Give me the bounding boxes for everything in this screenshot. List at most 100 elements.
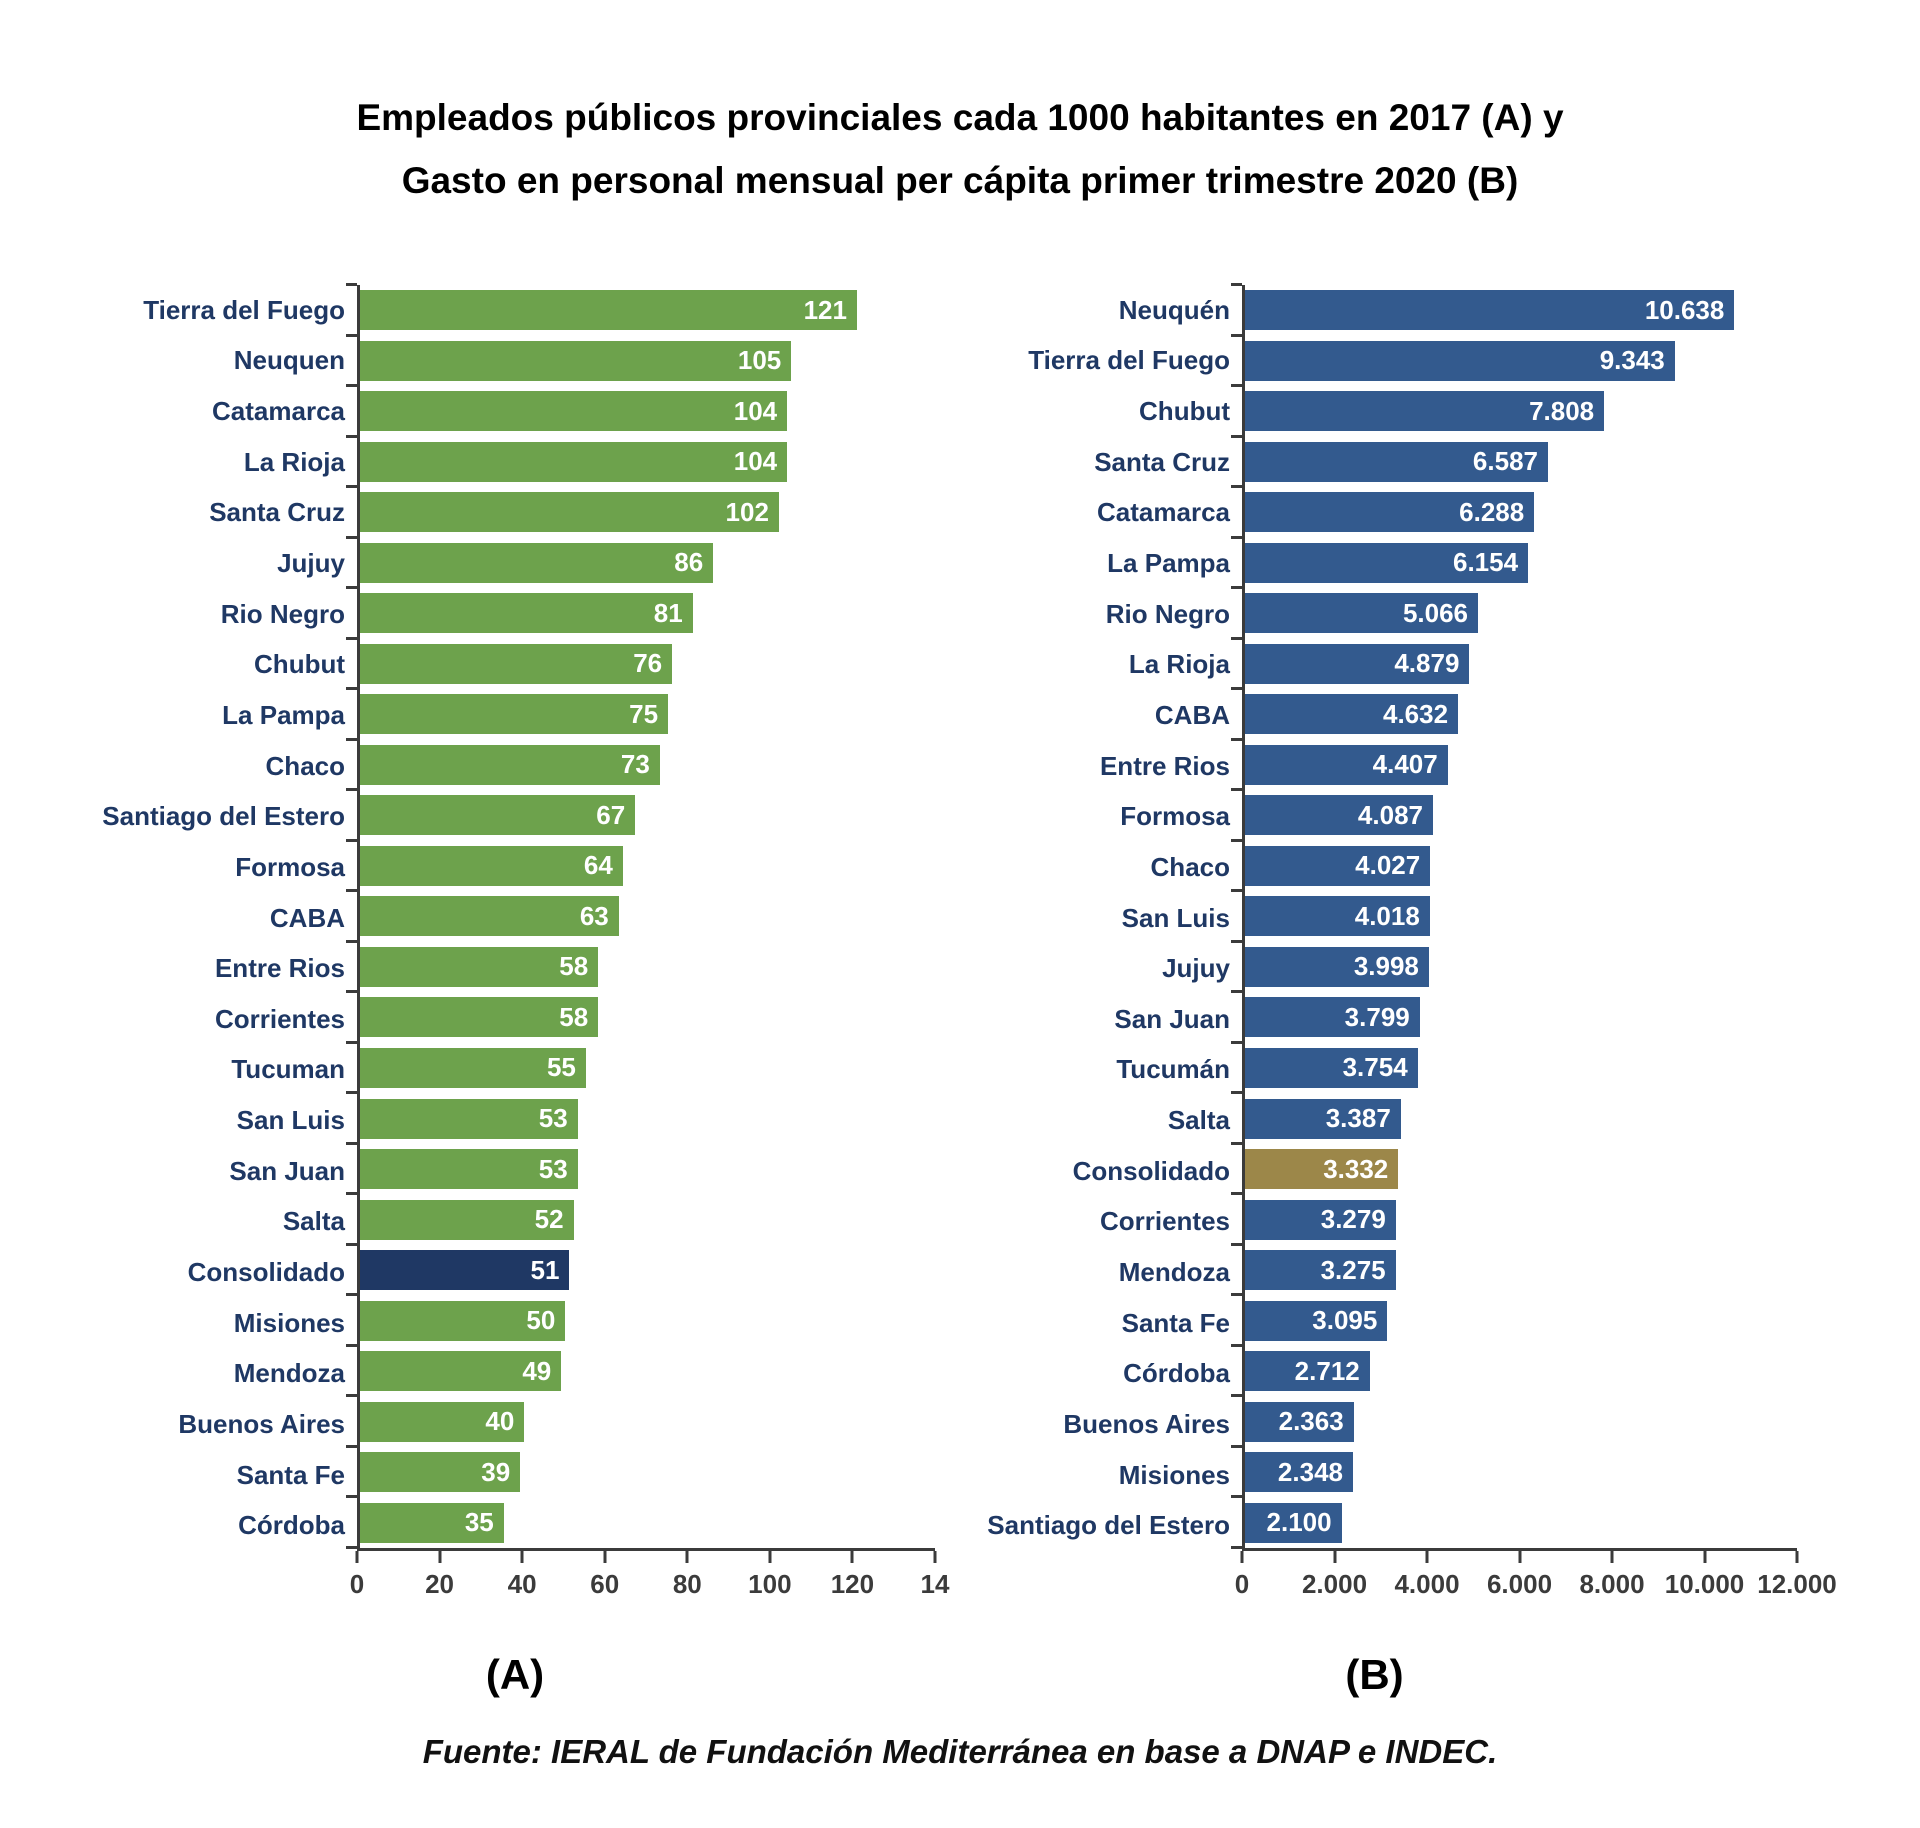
y-axis-tick: [346, 1394, 357, 1398]
y-axis-tick: [346, 1444, 357, 1448]
bar-track: 3.998: [1245, 942, 1797, 993]
bar: 104: [360, 391, 788, 432]
x-axis-tick: [685, 1551, 689, 1563]
y-axis-tick: [1231, 889, 1242, 893]
bar: 3.754: [1245, 1047, 1418, 1088]
category-label: Córdoba: [238, 1510, 345, 1541]
y-axis-tick: [1231, 535, 1242, 539]
bar: 53: [360, 1149, 578, 1190]
x-axis-tick-label: 40: [507, 1569, 537, 1599]
bar: 121: [360, 290, 857, 331]
bar-track: 53: [360, 1144, 935, 1195]
bar-track: 35: [360, 1497, 935, 1548]
category-label: Consolidado: [187, 1256, 345, 1287]
bar: 53: [360, 1098, 578, 1139]
x-axis-tick-label: 20: [425, 1569, 455, 1599]
bar: 86: [360, 542, 714, 583]
y-axis-tick: [1231, 1242, 1242, 1246]
category-label: La Pampa: [222, 699, 345, 730]
category-label: Santa Cruz: [209, 497, 345, 528]
x-axis-tick: [355, 1551, 359, 1563]
bar-track: 3.754: [1245, 1043, 1797, 1094]
bar: 4.632: [1245, 694, 1459, 735]
bar: 3.387: [1245, 1098, 1401, 1139]
chart-b-plot-area: Neuquén Tierra del Fuego Chubut Santa Cruz C…: [952, 283, 1797, 1551]
bar-track: 49: [360, 1346, 935, 1397]
bar-track: 75: [360, 689, 935, 740]
x-axis-tick-label: 80: [672, 1569, 702, 1599]
bar: 50: [360, 1300, 566, 1341]
x-axis-tick-label: 0: [1234, 1569, 1250, 1599]
chart-b-caption: (B): [1345, 1651, 1404, 1698]
bar-track: 4.087: [1245, 790, 1797, 841]
bar-track: 63: [360, 891, 935, 942]
category-label: Formosa: [1120, 801, 1230, 832]
source-note: Fuente: IERAL de Fundación Mediterránea …: [422, 1733, 1498, 1770]
bar: 104: [360, 441, 788, 482]
category-label: Rio Negro: [220, 598, 345, 629]
bar: 64: [360, 845, 623, 886]
y-axis-tick: [346, 1546, 357, 1549]
bar: 6.587: [1245, 441, 1548, 482]
y-axis-tick: [1231, 838, 1242, 842]
x-axis-tick-label: 14: [920, 1569, 950, 1599]
page-title: Empleados públicos provinciales cada 100…: [0, 86, 1920, 212]
bar: 3.279: [1245, 1199, 1396, 1240]
bar-track: 9.343: [1245, 336, 1797, 387]
category-label: Formosa: [235, 851, 345, 882]
category-label: San Juan: [1114, 1003, 1230, 1034]
x-axis-tick: [768, 1551, 772, 1563]
bar-track: 4.632: [1245, 689, 1797, 740]
category-label: Entre Rios: [1099, 750, 1230, 781]
x-axis-tick-label: 6.000: [1486, 1569, 1553, 1599]
x-axis-tick: [933, 1551, 937, 1563]
y-axis-tick: [1231, 687, 1242, 691]
bar-track: 104: [360, 437, 935, 488]
chart-a-bars: 121 105 104 104 102 86 81 76 75 73 67 64 63 58 58 55 53 5…: [346, 283, 935, 1551]
chart-b-x-axis: 0 2.000 4.000 6.000 8.000 10.000 12.000: [1235, 1551, 1837, 1611]
category-label: San Luis: [236, 1105, 345, 1136]
y-axis-tick: [346, 1040, 357, 1044]
category-label: Consolidado: [1072, 1155, 1230, 1186]
category-label: Catamarca: [212, 396, 345, 427]
bar: 73: [360, 744, 660, 785]
category-label: Misiones: [233, 1307, 345, 1338]
y-axis-tick: [346, 687, 357, 691]
y-axis-tick: [346, 333, 357, 337]
y-axis-tick: [1231, 434, 1242, 438]
bar: 7.808: [1245, 391, 1605, 432]
y-axis-tick: [346, 1343, 357, 1347]
chart-a-x-axis: 0 20 40 60 80 100 120 14: [350, 1551, 949, 1611]
bar-track: 3.387: [1245, 1093, 1797, 1144]
bar-track: 102: [360, 487, 935, 538]
bar-track: 3.095: [1245, 1295, 1797, 1346]
bar-track: 3.332: [1245, 1144, 1797, 1195]
x-axis-tick-label: 4.000: [1394, 1569, 1460, 1599]
bar: 52: [360, 1199, 574, 1240]
y-axis-tick: [1231, 384, 1242, 388]
chart-a-category-labels: Tierra del Fuego Neuquen Catamarca La Rioja…: [95, 285, 357, 1551]
y-axis-tick: [346, 889, 357, 893]
x-axis-tick: [1333, 1551, 1336, 1563]
bar: 75: [360, 694, 669, 735]
y-axis-tick: [346, 434, 357, 438]
category-label: Tucumán: [1116, 1054, 1230, 1085]
category-label: San Luis: [1121, 902, 1230, 933]
y-axis-tick: [1231, 1495, 1242, 1499]
bar: 2.100: [1245, 1502, 1342, 1543]
category-label: Jujuy: [277, 548, 345, 579]
bar-track: 58: [360, 992, 935, 1043]
y-axis-tick: [1231, 1192, 1242, 1196]
y-axis-tick: [1231, 485, 1242, 489]
x-axis-tick-label: 60: [590, 1569, 620, 1599]
category-label: Catamarca: [1097, 497, 1230, 528]
category-label: Neuquen: [233, 345, 345, 376]
bar: 5.066: [1245, 593, 1479, 634]
y-axis-tick: [346, 838, 357, 842]
bar-track: 55: [360, 1043, 935, 1094]
category-label: Tierra del Fuego: [143, 294, 345, 325]
bar: 6.288: [1245, 492, 1535, 533]
category-label: Córdoba: [1123, 1358, 1230, 1389]
bar-track: 86: [360, 538, 935, 589]
x-axis-tick: [520, 1551, 524, 1563]
